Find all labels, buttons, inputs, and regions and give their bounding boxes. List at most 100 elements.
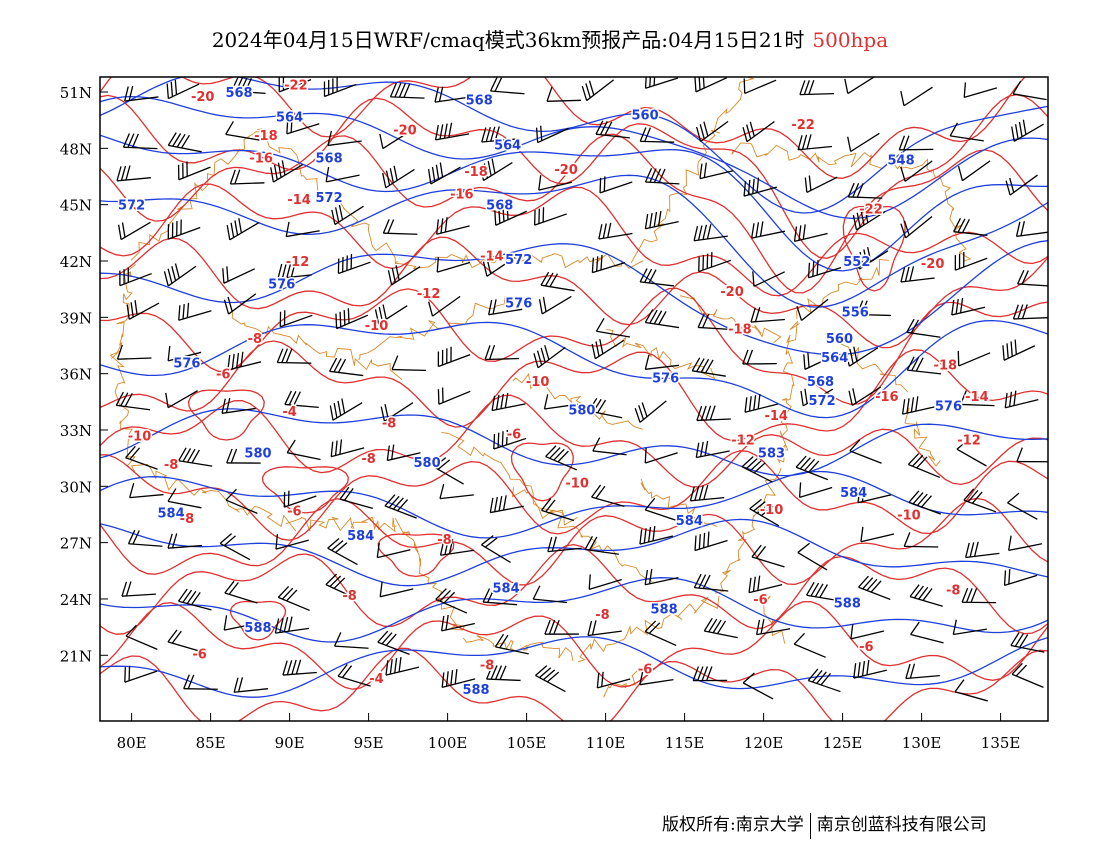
wind-barb-staff — [377, 549, 411, 559]
wind-barb-feather — [649, 77, 652, 87]
wind-barb-feather — [649, 309, 658, 324]
wind-barb-feather — [701, 666, 709, 681]
wind-barb-feather — [658, 311, 667, 325]
geopotential-label: 572 — [118, 199, 145, 214]
wind-barb-staff — [334, 205, 364, 226]
wind-barb — [436, 217, 470, 235]
x-tick-label: 130E — [902, 734, 942, 752]
geopotential-label: 560 — [826, 332, 853, 347]
temperature-label: -4 — [369, 672, 383, 687]
wind-barb-staff — [597, 678, 631, 689]
wind-barb — [798, 482, 833, 498]
wind-barb-feather — [538, 175, 542, 191]
wind-barb — [951, 297, 986, 316]
wind-barb-staff — [640, 281, 674, 287]
x-tick-label: 80E — [117, 734, 147, 752]
wind-barb-feather — [644, 309, 654, 323]
wind-barb-feather — [445, 614, 449, 630]
wind-barb-feather — [753, 462, 766, 474]
wind-barb-feather — [443, 123, 448, 139]
wind-barb-feather — [284, 390, 292, 405]
wind-barb-staff — [387, 452, 421, 462]
wind-barb — [751, 221, 786, 239]
wind-barb — [750, 307, 785, 323]
wind-barb-staff — [742, 682, 774, 700]
wind-barb — [644, 309, 680, 329]
wind-barb-feather — [702, 532, 706, 548]
wind-barb-feather — [120, 392, 129, 407]
wind-barb-feather — [699, 163, 703, 179]
geopotential-label: 588 — [650, 602, 677, 617]
wind-barb-feather — [951, 299, 955, 316]
wind-barb — [963, 488, 997, 513]
wind-barb-feather — [653, 168, 662, 183]
wind-barb — [439, 539, 475, 556]
wind-barb — [742, 120, 775, 143]
wind-barb-feather — [589, 536, 598, 551]
wind-barb — [439, 483, 474, 500]
wind-barb-staff — [700, 120, 729, 142]
wind-barb-staff — [1004, 574, 1038, 587]
geopotential-contour — [100, 470, 1048, 539]
wind-barb-feather — [270, 167, 274, 183]
wind-barb-staff — [645, 321, 680, 329]
temperature-label: -10 — [365, 319, 389, 334]
wind-barb-feather — [167, 488, 177, 502]
geopotential-label: 576 — [652, 371, 679, 386]
wind-barb-feather — [700, 358, 710, 373]
border-line — [640, 478, 718, 527]
wind-barb-staff — [908, 463, 941, 479]
wind-barb-feather — [599, 338, 604, 354]
geopotential-label: 588 — [244, 621, 271, 636]
wind-barb-staff — [591, 496, 625, 508]
wind-barb-staff — [224, 622, 258, 631]
wind-barb-feather — [862, 577, 874, 590]
geopotential-label: 580 — [413, 456, 440, 471]
wind-barb — [486, 665, 521, 682]
wind-barb — [699, 162, 734, 180]
wind-barb-feather — [648, 622, 661, 634]
wind-barb — [588, 574, 622, 590]
wind-barb-feather — [494, 210, 497, 226]
wind-barb-feather — [915, 396, 919, 412]
wind-barb-staff — [808, 679, 841, 693]
wind-barb — [963, 82, 998, 99]
wind-barb-feather — [486, 665, 494, 680]
wind-barb-feather — [1012, 304, 1019, 320]
wind-barb-staff — [586, 79, 615, 102]
wind-barb-feather — [427, 169, 432, 185]
wind-barb-feather — [495, 665, 503, 680]
wind-barb-feather — [644, 497, 656, 511]
wind-barb-feather — [167, 629, 178, 643]
geopotential-label: 584 — [347, 529, 374, 544]
y-tick-label: 42N — [60, 253, 92, 271]
wind-barb-staff — [808, 266, 842, 279]
wind-barb-feather — [230, 448, 238, 464]
wind-barb-feather — [397, 499, 409, 512]
temperature-label: -12 — [286, 255, 310, 270]
temperature-label: -10 — [128, 430, 152, 445]
wind-barb-feather — [178, 447, 187, 462]
wind-barb — [535, 125, 569, 144]
wind-barb-feather — [752, 178, 755, 194]
wind-barb — [328, 357, 364, 377]
wind-barb-staff — [481, 138, 516, 143]
geopotential-contour — [100, 408, 1048, 477]
wind-barb — [803, 352, 837, 370]
wind-barb-feather — [327, 130, 333, 146]
wind-barb-feather — [860, 300, 868, 315]
wind-barb-feather — [864, 207, 869, 223]
wind-barb-feather — [391, 355, 399, 370]
wind-barb-staff — [491, 403, 526, 412]
wind-barb-feather — [334, 632, 342, 647]
wind-barb-feather — [227, 296, 233, 312]
wind-barb-feather — [804, 458, 816, 471]
wind-barb-feather — [852, 183, 860, 198]
wind-barb-feather — [378, 306, 384, 322]
wind-barb-staff — [326, 174, 360, 183]
geopotential-contour — [100, 240, 1048, 356]
wind-barb — [797, 542, 828, 571]
y-tick-label: 21N — [60, 647, 92, 665]
wind-barb-feather — [812, 261, 815, 277]
wind-barb-feather — [540, 271, 550, 286]
